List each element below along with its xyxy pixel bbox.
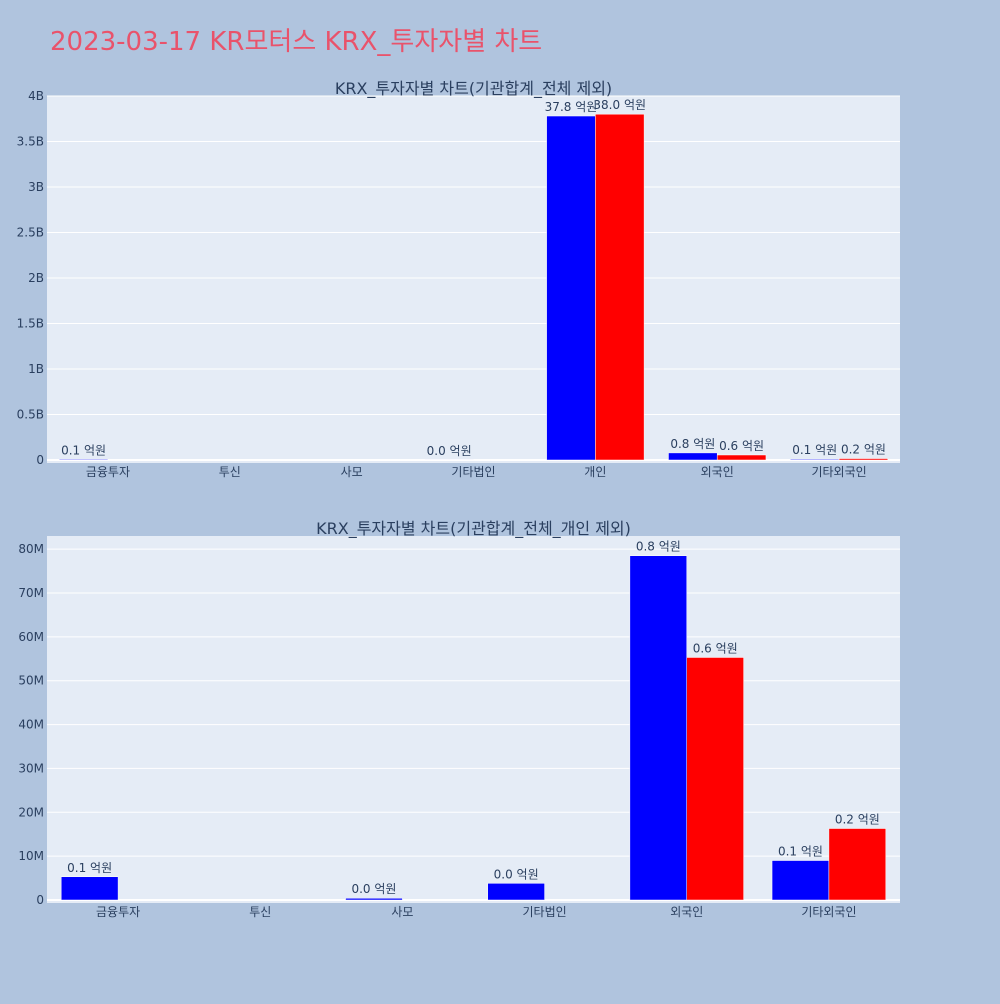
bar — [61, 877, 118, 900]
y-tick-label: 3B — [28, 180, 44, 194]
bar — [687, 657, 744, 900]
data-label: 0.0 억원 — [351, 882, 396, 896]
y-tick-label: 20M — [18, 805, 44, 819]
y-tick-label: 2B — [28, 271, 44, 285]
page-title: 2023-03-17 KR모터스 KRX_투자자별 차트 — [50, 27, 542, 57]
y-tick-label: 1B — [28, 362, 44, 376]
data-label: 0.8 억원 — [636, 540, 681, 554]
data-label: 0.1 억원 — [67, 861, 112, 875]
bar — [790, 459, 839, 460]
bar — [595, 114, 644, 460]
y-tick-label: 70M — [18, 586, 44, 600]
y-tick-label: 80M — [18, 542, 44, 556]
bar — [772, 861, 829, 900]
bar — [630, 556, 687, 900]
y-tick-label: 0 — [36, 453, 44, 467]
y-tick-label: 40M — [18, 718, 44, 732]
bar — [488, 883, 545, 900]
x-tick-label: 금융투자 — [96, 905, 140, 919]
x-tick-label: 개인 — [584, 465, 606, 479]
y-tick-label: 50M — [18, 674, 44, 688]
y-tick-label: 30M — [18, 761, 44, 775]
chart-2: 0 10M 20M 30M 40M 50M 60M 70M 80M KRX_투자자별 차트(기관합… — [18, 519, 900, 919]
chart-title: KRX_투자자별 차트(기관합계_전체 제외) — [335, 79, 612, 99]
data-label: 0.0 억원 — [427, 444, 472, 458]
data-label: 0.8 억원 — [670, 437, 715, 451]
x-tick-label: 기타법인 — [451, 465, 495, 479]
data-label: 0.2 억원 — [841, 443, 886, 457]
y-tick-label: 4B — [28, 89, 44, 103]
y-tick-label: 1.5B — [17, 317, 44, 331]
x-tick-label: 외국인 — [670, 905, 703, 919]
bar — [717, 455, 766, 460]
x-tick-label: 기타외국인 — [811, 465, 866, 479]
y-tick-label: 10M — [18, 849, 44, 863]
chart-1: 0 0.5B 1B 1.5B 2B 2.5B 3B 3.5B 4B KRX_투자자별 차트(기관합… — [17, 79, 900, 479]
plot-area — [47, 96, 900, 463]
data-label: 38.0 억원 — [593, 98, 646, 112]
data-label: 0.6 억원 — [719, 439, 764, 453]
x-tick-label: 금융투자 — [86, 465, 130, 479]
data-label: 0.0 억원 — [494, 867, 539, 881]
y-tick-label: 60M — [18, 630, 44, 644]
data-label: 0.1 억원 — [778, 845, 823, 859]
data-label: 37.8 억원 — [545, 100, 598, 114]
bar — [839, 459, 888, 460]
x-tick-label: 투신 — [249, 905, 271, 919]
data-label: 0.6 억원 — [693, 641, 738, 655]
x-tick-label: 투신 — [219, 465, 241, 479]
bar — [829, 829, 886, 900]
data-label: 0.1 억원 — [792, 443, 837, 457]
y-tick-label: 0.5B — [17, 408, 44, 422]
x-tick-label: 기타법인 — [522, 905, 566, 919]
y-tick-label: 0 — [36, 893, 44, 907]
bar — [59, 459, 108, 460]
y-tick-label: 2.5B — [17, 226, 44, 240]
chart-title: KRX_투자자별 차트(기관합계_전체_개인 제외) — [316, 519, 631, 539]
data-label: 0.2 억원 — [835, 813, 880, 827]
bar — [346, 898, 403, 900]
bar — [668, 453, 717, 460]
x-tick-label: 사모 — [341, 465, 363, 479]
x-tick-label: 외국인 — [701, 465, 734, 479]
x-tick-label: 사모 — [391, 905, 413, 919]
plot-area — [47, 536, 900, 903]
x-tick-label: 기타외국인 — [801, 905, 856, 919]
y-tick-label: 3.5B — [17, 135, 44, 149]
data-label: 0.1 억원 — [61, 443, 106, 457]
bar — [547, 116, 596, 460]
